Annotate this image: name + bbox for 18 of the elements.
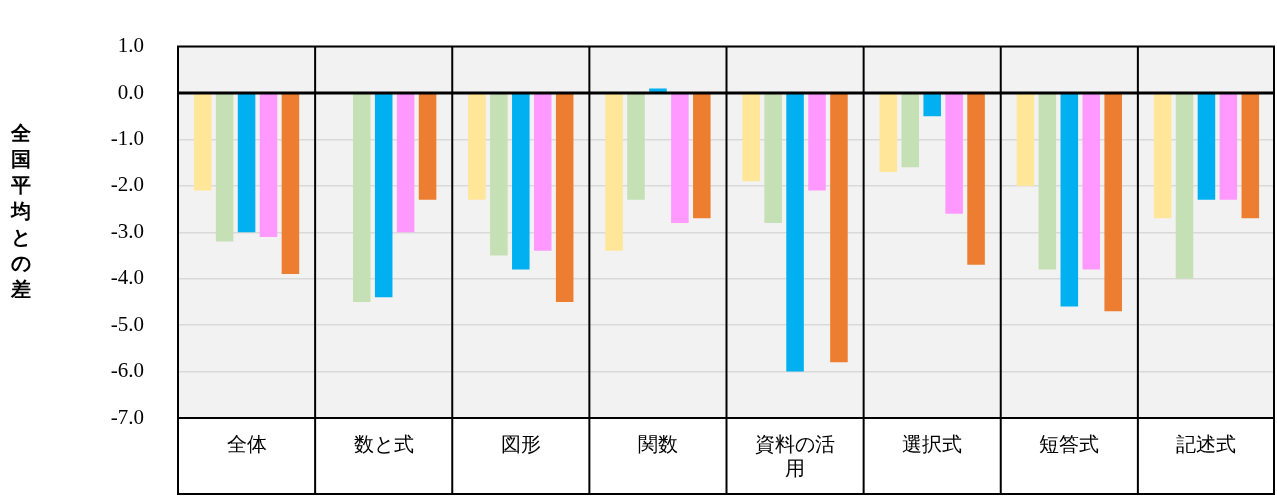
y-axis-title: 全国平均との差 (10, 120, 32, 302)
x-tick-label: 全体 (226, 432, 267, 457)
y-tick-label: -2.0 (110, 172, 144, 197)
y-tick-label: -3.0 (110, 218, 144, 243)
x-tick-label: 数と式 (353, 432, 414, 457)
x-tick-label: 短答式 (1039, 432, 1100, 457)
x-tick-label: 図形 (500, 432, 541, 457)
y-tick-label: -7.0 (110, 404, 144, 429)
y-tick-label: 1.0 (117, 33, 144, 58)
x-tick-label: 記述式 (1176, 432, 1237, 457)
y-tick-label: -5.0 (110, 311, 144, 336)
x-tick-label: 資料の活用 (755, 432, 836, 481)
y-tick-label: 0.0 (117, 79, 144, 104)
y-tick-label: -1.0 (110, 125, 144, 150)
y-tick-label: -4.0 (110, 265, 144, 290)
x-tick-label: 選択式 (902, 432, 963, 457)
y-tick-label: -6.0 (110, 358, 144, 383)
x-tick-label: 関数 (637, 432, 678, 457)
